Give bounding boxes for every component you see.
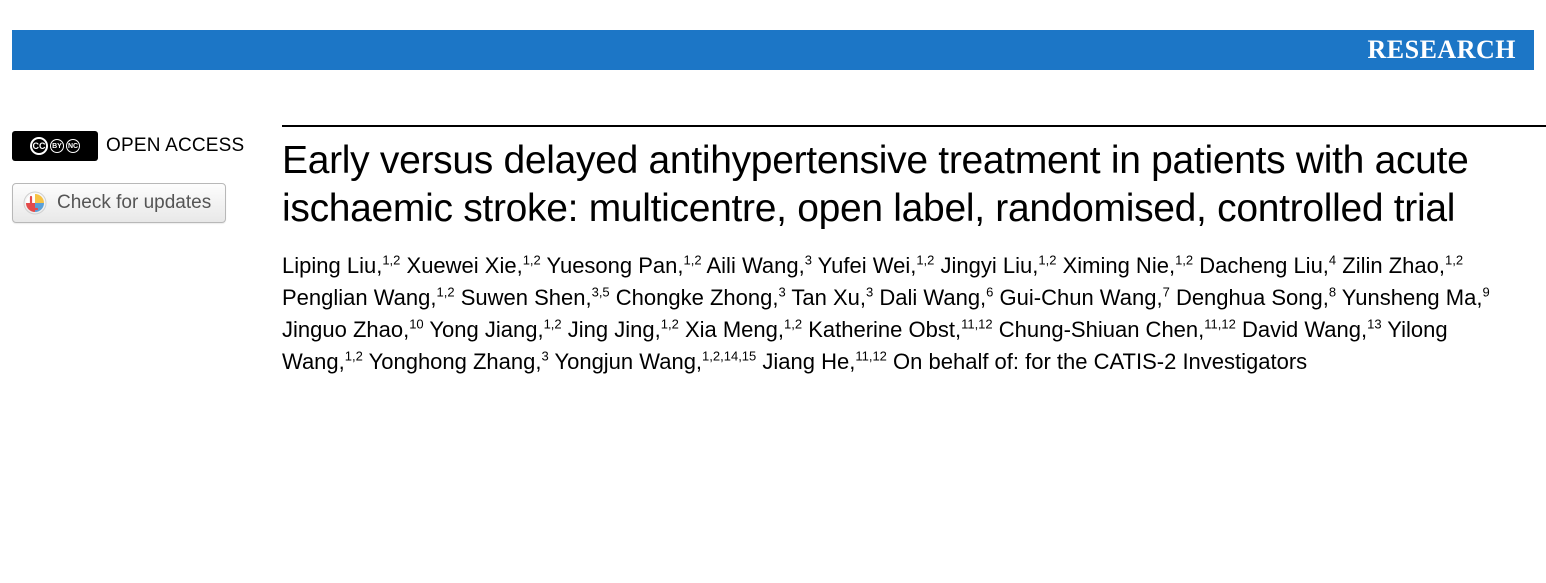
section-banner-label: RESEARCH bbox=[1368, 35, 1516, 65]
author: Yong Jiang, bbox=[429, 317, 543, 342]
by-icon: BY bbox=[50, 139, 64, 153]
author-affiliation: 1,2 bbox=[916, 253, 934, 268]
author-affiliation: 1,2 bbox=[523, 253, 541, 268]
author-affiliation: 6 bbox=[986, 285, 993, 300]
author: Zilin Zhao, bbox=[1342, 253, 1445, 278]
author: Yongjun Wang, bbox=[554, 349, 702, 374]
author-affiliation: 11,12 bbox=[855, 349, 887, 364]
author-affiliation: 1,2 bbox=[1175, 253, 1193, 268]
author-affiliation: 1,2 bbox=[1445, 253, 1463, 268]
author: Aili Wang, bbox=[707, 253, 805, 278]
author-affiliation: 1,2,14,15 bbox=[702, 349, 756, 364]
author: Yufei Wei, bbox=[818, 253, 917, 278]
author-affiliation: 11,12 bbox=[1204, 317, 1236, 332]
author: Liping Liu, bbox=[282, 253, 382, 278]
author-affiliation: 3 bbox=[805, 253, 812, 268]
author-affiliation: 1,2 bbox=[1038, 253, 1056, 268]
author: Jingyi Liu, bbox=[941, 253, 1039, 278]
author: Dali Wang, bbox=[879, 285, 986, 310]
author: Ximing Nie, bbox=[1063, 253, 1175, 278]
cc-license-badge: CC BY NC bbox=[12, 131, 98, 161]
author-affiliation: 10 bbox=[409, 317, 423, 332]
author: Jinguo Zhao, bbox=[282, 317, 409, 342]
author-affiliation: 13 bbox=[1367, 317, 1381, 332]
author-suffix: On behalf of: for the CATIS-2 Investigat… bbox=[893, 349, 1307, 374]
author-affiliation: 1,2 bbox=[345, 349, 363, 364]
author-affiliation: 7 bbox=[1163, 285, 1170, 300]
author: Suwen Shen, bbox=[461, 285, 592, 310]
author-affiliation: 3 bbox=[866, 285, 873, 300]
author: Chongke Zhong, bbox=[616, 285, 779, 310]
author-affiliation: 9 bbox=[1482, 285, 1489, 300]
author: Xuewei Xie, bbox=[407, 253, 523, 278]
sidebar: CC BY NC OPEN ACCESS Check for updates bbox=[12, 125, 282, 378]
author-affiliation: 11,12 bbox=[961, 317, 993, 332]
author-affiliation: 4 bbox=[1329, 253, 1336, 268]
author: Gui-Chun Wang, bbox=[1000, 285, 1163, 310]
author: Jiang He, bbox=[762, 349, 855, 374]
author-affiliation: 1,2 bbox=[437, 285, 455, 300]
check-updates-label: Check for updates bbox=[57, 192, 211, 214]
author-affiliation: 1,2 bbox=[544, 317, 562, 332]
nc-icon: NC bbox=[66, 139, 80, 153]
crossmark-icon bbox=[23, 191, 47, 215]
author: Xia Meng, bbox=[685, 317, 784, 342]
open-access-row: CC BY NC OPEN ACCESS bbox=[12, 131, 282, 161]
article-main: Early versus delayed antihypertensive tr… bbox=[282, 125, 1546, 378]
author: Yunsheng Ma, bbox=[1342, 285, 1483, 310]
author-affiliation: 3 bbox=[778, 285, 785, 300]
cc-icon: CC bbox=[30, 137, 48, 155]
author: Penglian Wang, bbox=[282, 285, 437, 310]
author-affiliation: 1,2 bbox=[661, 317, 679, 332]
author-affiliation: 1,2 bbox=[684, 253, 702, 268]
section-banner: RESEARCH bbox=[12, 30, 1534, 70]
author: Yonghong Zhang, bbox=[369, 349, 542, 374]
author: Chung-Shiuan Chen, bbox=[999, 317, 1204, 342]
body-wrap: CC BY NC OPEN ACCESS Check for updates E bbox=[0, 125, 1546, 378]
author: David Wang, bbox=[1242, 317, 1367, 342]
author: Dacheng Liu, bbox=[1199, 253, 1329, 278]
open-access-label: OPEN ACCESS bbox=[106, 135, 244, 157]
author: Katherine Obst, bbox=[808, 317, 961, 342]
author-affiliation: 1,2 bbox=[382, 253, 400, 268]
author-affiliation: 3,5 bbox=[592, 285, 610, 300]
author: Tan Xu, bbox=[791, 285, 866, 310]
check-updates-button[interactable]: Check for updates bbox=[12, 183, 226, 223]
article-title: Early versus delayed antihypertensive tr… bbox=[282, 137, 1506, 232]
author-list: Liping Liu,1,2 Xuewei Xie,1,2 Yuesong Pa… bbox=[282, 250, 1506, 378]
author: Denghua Song, bbox=[1176, 285, 1329, 310]
author-affiliation: 1,2 bbox=[784, 317, 802, 332]
author: Yuesong Pan, bbox=[547, 253, 684, 278]
author-affiliation: 3 bbox=[541, 349, 548, 364]
author-affiliation: 8 bbox=[1329, 285, 1336, 300]
author: Jing Jing, bbox=[568, 317, 661, 342]
